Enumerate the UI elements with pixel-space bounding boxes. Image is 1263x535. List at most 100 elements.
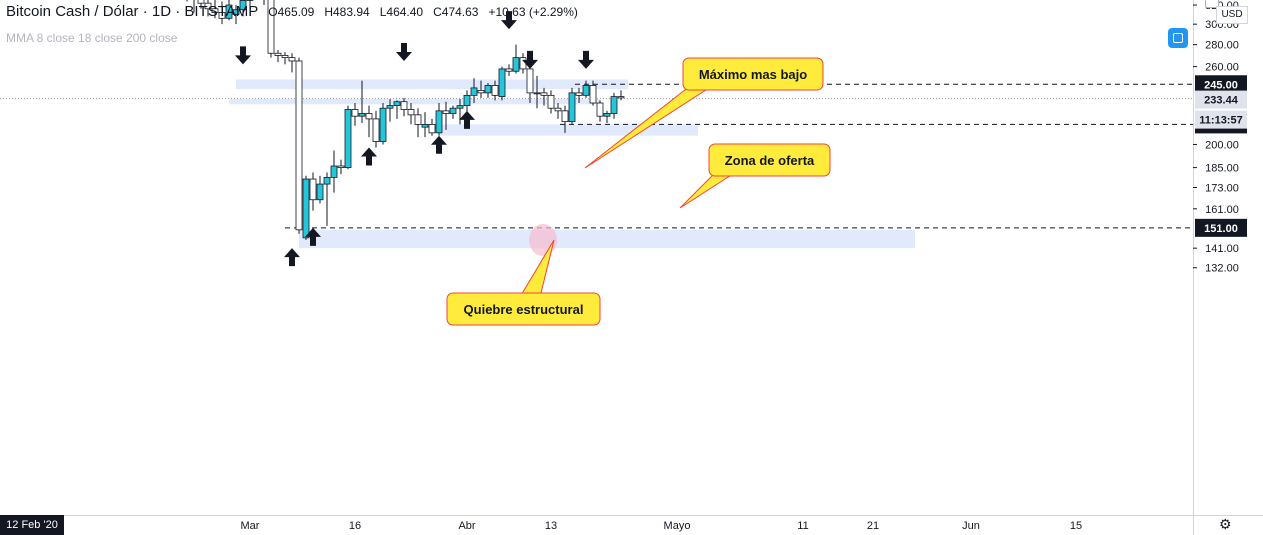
- candle-body: [505, 68, 513, 72]
- candle-body: [526, 68, 534, 94]
- candle-body: [540, 92, 548, 96]
- arrows-layer: [235, 11, 594, 267]
- candle-body: [568, 92, 576, 123]
- candle-body: [330, 165, 338, 178]
- candles-layer: [186, 0, 625, 240]
- price-tick-label: 280.00: [1205, 40, 1239, 52]
- time-tick-label: Mayo: [664, 520, 691, 532]
- time-tick-label: 13: [545, 520, 557, 532]
- candle-body: [400, 101, 408, 110]
- current-price-badge: 233.44: [1204, 95, 1239, 107]
- zone-rect: [299, 229, 915, 249]
- price-tick-label: 132.00: [1205, 263, 1239, 275]
- price-tick-label: 260.00: [1205, 62, 1239, 74]
- arrow-up-icon: [459, 110, 475, 129]
- candle-body: [561, 110, 569, 123]
- price-axis[interactable]: 132.00 141.00 161.00 173.00 185.00 200.00 260.…: [1193, 0, 1239, 275]
- arrow-up-icon: [361, 147, 377, 166]
- gear-icon[interactable]: ⚙: [1219, 516, 1232, 532]
- collapse-button[interactable]: [1205, 0, 1219, 8]
- candle-body: [295, 60, 303, 231]
- ohlc-high: H483.94: [324, 5, 370, 19]
- time-tick-label: 15: [1070, 520, 1082, 532]
- candle-body: [309, 178, 317, 201]
- time-tick-label: 11: [797, 520, 808, 532]
- candle-body: [477, 89, 485, 94]
- candle-body: [316, 183, 324, 201]
- time-axis[interactable]: Mar 16 Abr 13 Mayo 11 21 Jun 15: [241, 520, 1083, 532]
- candle-body: [463, 94, 471, 106]
- candle-body: [302, 178, 310, 239]
- time-tick-label: 21: [867, 520, 879, 532]
- currency-label[interactable]: USD: [1216, 6, 1248, 24]
- time-tick-label: 16: [349, 520, 361, 532]
- callout-text: Quiebre estructural: [464, 302, 584, 317]
- arrow-up-icon: [431, 135, 447, 154]
- candle-body: [470, 87, 478, 96]
- level-badge-bg: [1195, 218, 1247, 237]
- callout-box: [682, 57, 824, 91]
- ohlc-change: +10.63 (+2.29%): [488, 5, 578, 19]
- ohlc-close: C474.63: [433, 5, 479, 19]
- candle-body: [379, 107, 387, 142]
- break-highlight: [529, 224, 557, 256]
- level-badge: 151.00: [1204, 223, 1238, 235]
- candle-body: [610, 96, 618, 114]
- candle-body: [225, 4, 233, 19]
- candle-body: [554, 107, 562, 112]
- candle-body: [281, 55, 289, 59]
- zone-rect: [439, 124, 698, 136]
- arrow-down-icon: [396, 42, 412, 61]
- zone-rect: [229, 99, 600, 105]
- candle-body: [421, 123, 429, 128]
- candle-body: [435, 110, 443, 134]
- price-tick-label: 200.00: [1205, 139, 1239, 151]
- candle-body: [491, 85, 499, 96]
- candle-body: [372, 118, 380, 142]
- candle-body: [288, 57, 296, 62]
- candle-body: [484, 85, 492, 94]
- callout-text: Zona de oferta: [725, 153, 815, 168]
- cursor-date-badge: 12 Feb '20: [0, 515, 64, 535]
- level-badge: 245.00: [1204, 79, 1238, 91]
- candle-body: [211, 8, 219, 13]
- indicator-legend[interactable]: MMA 8 close 18 close 200 close: [6, 31, 178, 45]
- candle-body: [582, 85, 590, 96]
- arrow-up-icon: [284, 248, 300, 267]
- arrow-up-icon: [305, 227, 321, 246]
- countdown-badge-bg: [1195, 110, 1247, 129]
- symbol-title[interactable]: Bitcoin Cash / Dólar · 1D · BITSTAMP: [6, 3, 259, 20]
- price-tick-label: 173.00: [1205, 182, 1239, 194]
- candle-body: [442, 110, 450, 114]
- callout-box: [708, 143, 831, 177]
- candle-body: [323, 176, 331, 185]
- horizontal-lines-layer: [0, 83, 1193, 229]
- candle-body: [589, 85, 597, 104]
- candle-body: [414, 114, 422, 125]
- candle-body: [344, 109, 352, 168]
- candle-body: [498, 68, 506, 98]
- arrow-down-icon: [235, 46, 251, 65]
- current-price-badge-bg: [1195, 90, 1247, 109]
- chart-header: Bitcoin Cash / Dólar · 1D · BITSTAMP O46…: [0, 3, 578, 23]
- candle-body: [428, 123, 436, 134]
- candle-body: [337, 165, 345, 168]
- candle-body: [239, 0, 247, 11]
- candle-body: [358, 113, 366, 117]
- price-tick-label: 185.00: [1205, 163, 1239, 175]
- time-tick-label: Jun: [962, 520, 980, 532]
- candle-body: [204, 2, 212, 10]
- candle-body: [512, 57, 520, 72]
- candle-body: [393, 101, 401, 106]
- candle-body: [351, 109, 359, 117]
- candle-body: [197, 0, 205, 4]
- screenshot-icon[interactable]: [1168, 28, 1188, 48]
- candle-body: [617, 96, 625, 99]
- candle-body: [232, 9, 240, 15]
- ohlc-low: L464.40: [379, 5, 424, 19]
- candle-body: [596, 102, 604, 117]
- candle-body: [449, 107, 457, 114]
